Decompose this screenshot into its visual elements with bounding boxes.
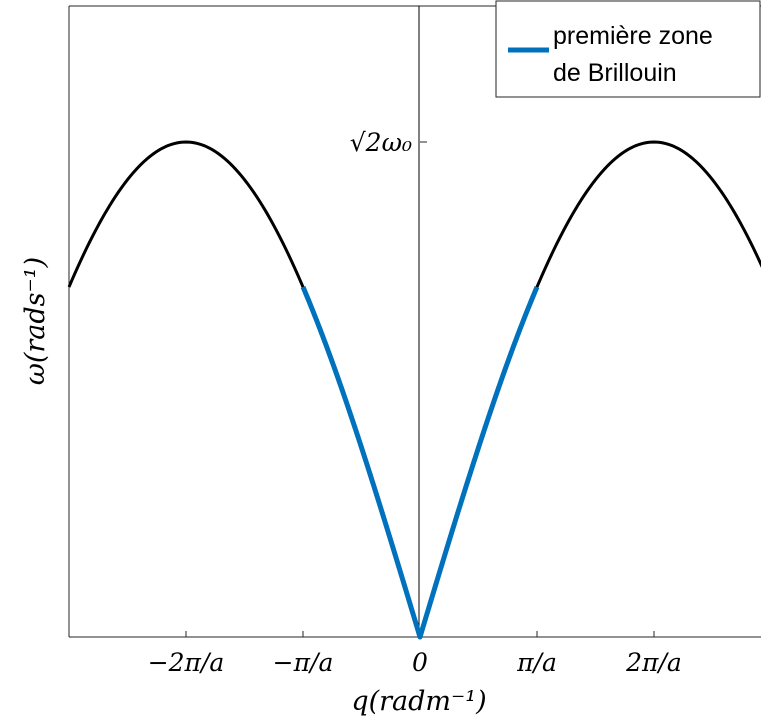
x-tick-label: −2π/a bbox=[148, 648, 225, 677]
x-tick-label: π/a bbox=[516, 648, 557, 677]
x-axis-label: q(radm⁻¹) bbox=[351, 686, 486, 717]
x-tick-label: −π/a bbox=[273, 648, 334, 677]
y-tick-labels: √2ω₀ bbox=[350, 128, 412, 157]
legend-box bbox=[495, 0, 761, 98]
legend: première zone de Brillouin bbox=[495, 0, 761, 98]
series-line-brillouin bbox=[300, 286, 540, 640]
x-tick-labels: −2π/a −π/a 0 π/a 2π/a bbox=[148, 648, 682, 677]
series-line-full bbox=[67, 140, 761, 639]
y-axis-label: ω(rads⁻¹) bbox=[20, 257, 51, 385]
legend-line-1: première zone bbox=[553, 22, 713, 50]
legend-line-2: de Brillouin bbox=[553, 59, 677, 87]
x-tick-label: 2π/a bbox=[625, 648, 682, 677]
series-layer bbox=[67, 140, 761, 640]
x-tick-label: 0 bbox=[412, 648, 428, 677]
y-tick-label: √2ω₀ bbox=[350, 128, 412, 157]
plot-frame bbox=[68, 5, 761, 638]
